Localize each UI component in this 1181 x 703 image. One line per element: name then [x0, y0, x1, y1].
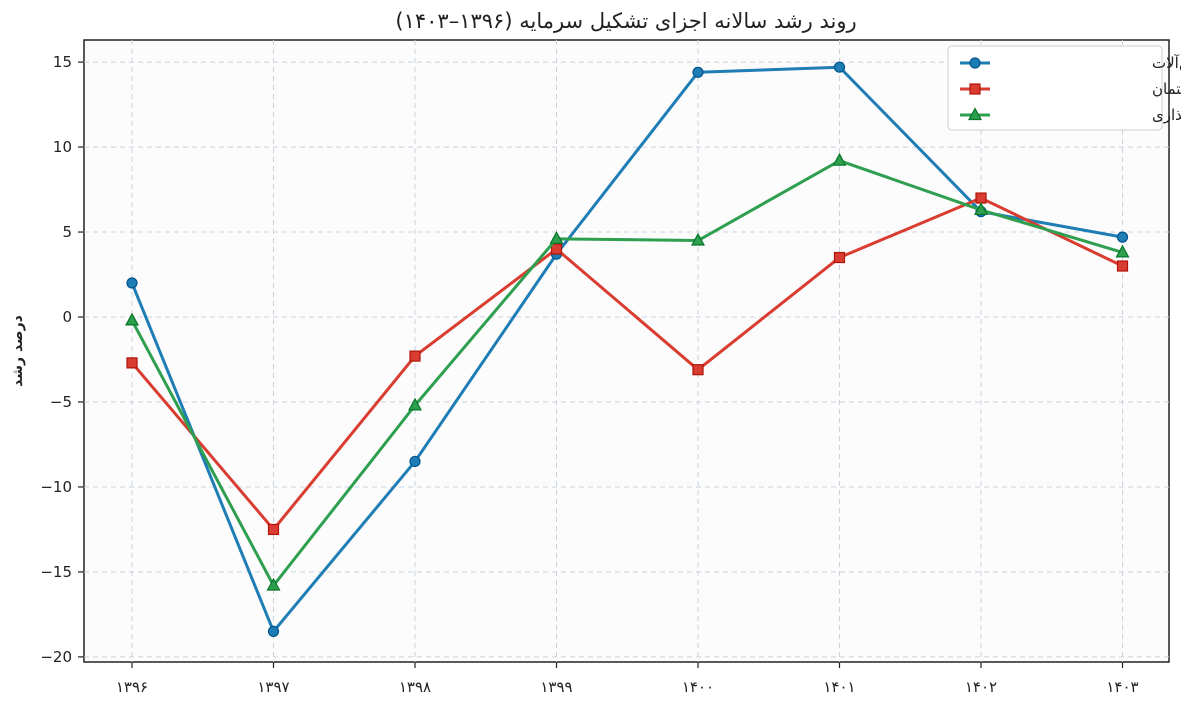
- data-point: [266, 577, 281, 591]
- series-line: [130, 65, 1124, 633]
- series-2: [126, 192, 1129, 536]
- y-tick-label: −5: [50, 393, 72, 411]
- series-group: [124, 61, 1130, 638]
- data-point: [549, 231, 564, 244]
- data-point: [126, 277, 138, 289]
- x-tick-label: ۱۳۹۸: [399, 678, 431, 696]
- data-point: [126, 357, 138, 369]
- y-tick-label: 10: [53, 138, 72, 156]
- y-tick-label: 15: [53, 53, 72, 71]
- x-tick-label: ۱۳۹۶: [116, 678, 148, 696]
- legend: رشد ماشین‌آلات رشد ساختمان رشد کل سرمایه‌گ…: [947, 45, 1181, 131]
- data-point: [1116, 231, 1129, 243]
- data-point: [1115, 244, 1130, 258]
- x-tick-label: ۱۴۰۱: [823, 678, 855, 696]
- data-point: [833, 251, 846, 264]
- y-axis-label: درصد رشد: [10, 315, 26, 387]
- series-line: [130, 159, 1124, 588]
- axes: ۱۳۹۶ ۱۳۹۷ ۱۳۹۸ ۱۳۹۹ ۱۴۰۰ ۱۴۰۱ ۱۴۰۲ ۱۴۰۳ 15 10 5 0 −5…: [40, 53, 1138, 696]
- legend-item: رشد کل سرمایه‌گذاری: [960, 106, 1181, 124]
- legend-box: [947, 45, 1163, 131]
- data-point: [692, 66, 704, 78]
- y-tick-label: 0: [62, 308, 72, 326]
- series-line: [130, 196, 1124, 531]
- y-tick-label: −20: [40, 648, 72, 666]
- x-tick-label: ۱۳۹۹: [540, 678, 572, 696]
- y-tick-label: −15: [40, 563, 72, 581]
- legend-item: رشد ساختمان: [960, 80, 1181, 98]
- data-point: [832, 152, 847, 166]
- data-point: [124, 312, 140, 326]
- data-point: [409, 350, 421, 362]
- data-point: [267, 523, 280, 536]
- series-3: [124, 152, 1130, 591]
- legend-marker: [967, 107, 983, 121]
- data-point: [692, 364, 704, 376]
- chart-title: روند رشد سالانه اجزای تشکیل سرمایه (۱۳۹۶…: [395, 9, 856, 33]
- y-tick-label: 5: [62, 223, 72, 241]
- data-point: [690, 232, 706, 246]
- data-point: [1116, 260, 1129, 272]
- data-point: [833, 61, 846, 73]
- plot-area: [83, 39, 1170, 663]
- data-point: [975, 192, 987, 204]
- legend-label: رشد ساختمان: [1152, 80, 1181, 98]
- legend-marker: [969, 57, 981, 69]
- x-tick-label: ۱۴۰۲: [965, 678, 997, 696]
- legend-marker: [969, 83, 981, 95]
- x-tick-label: ۱۴۰۰: [682, 678, 714, 696]
- y-tick-label: −10: [40, 478, 72, 496]
- x-tick-label: ۱۳۹۷: [257, 678, 289, 696]
- data-point: [407, 397, 423, 411]
- data-point: [973, 202, 989, 216]
- data-point: [409, 455, 421, 468]
- grid: [84, 40, 1169, 662]
- data-point: [267, 625, 280, 638]
- data-point: [550, 243, 563, 255]
- x-tick-label: ۱۴۰۳: [1106, 678, 1138, 696]
- legend-item: رشد ماشین‌آلات: [960, 54, 1181, 72]
- legend-label: رشد کل سرمایه‌گذاری: [1152, 106, 1181, 124]
- legend-label: رشد ماشین‌آلات: [1152, 54, 1181, 72]
